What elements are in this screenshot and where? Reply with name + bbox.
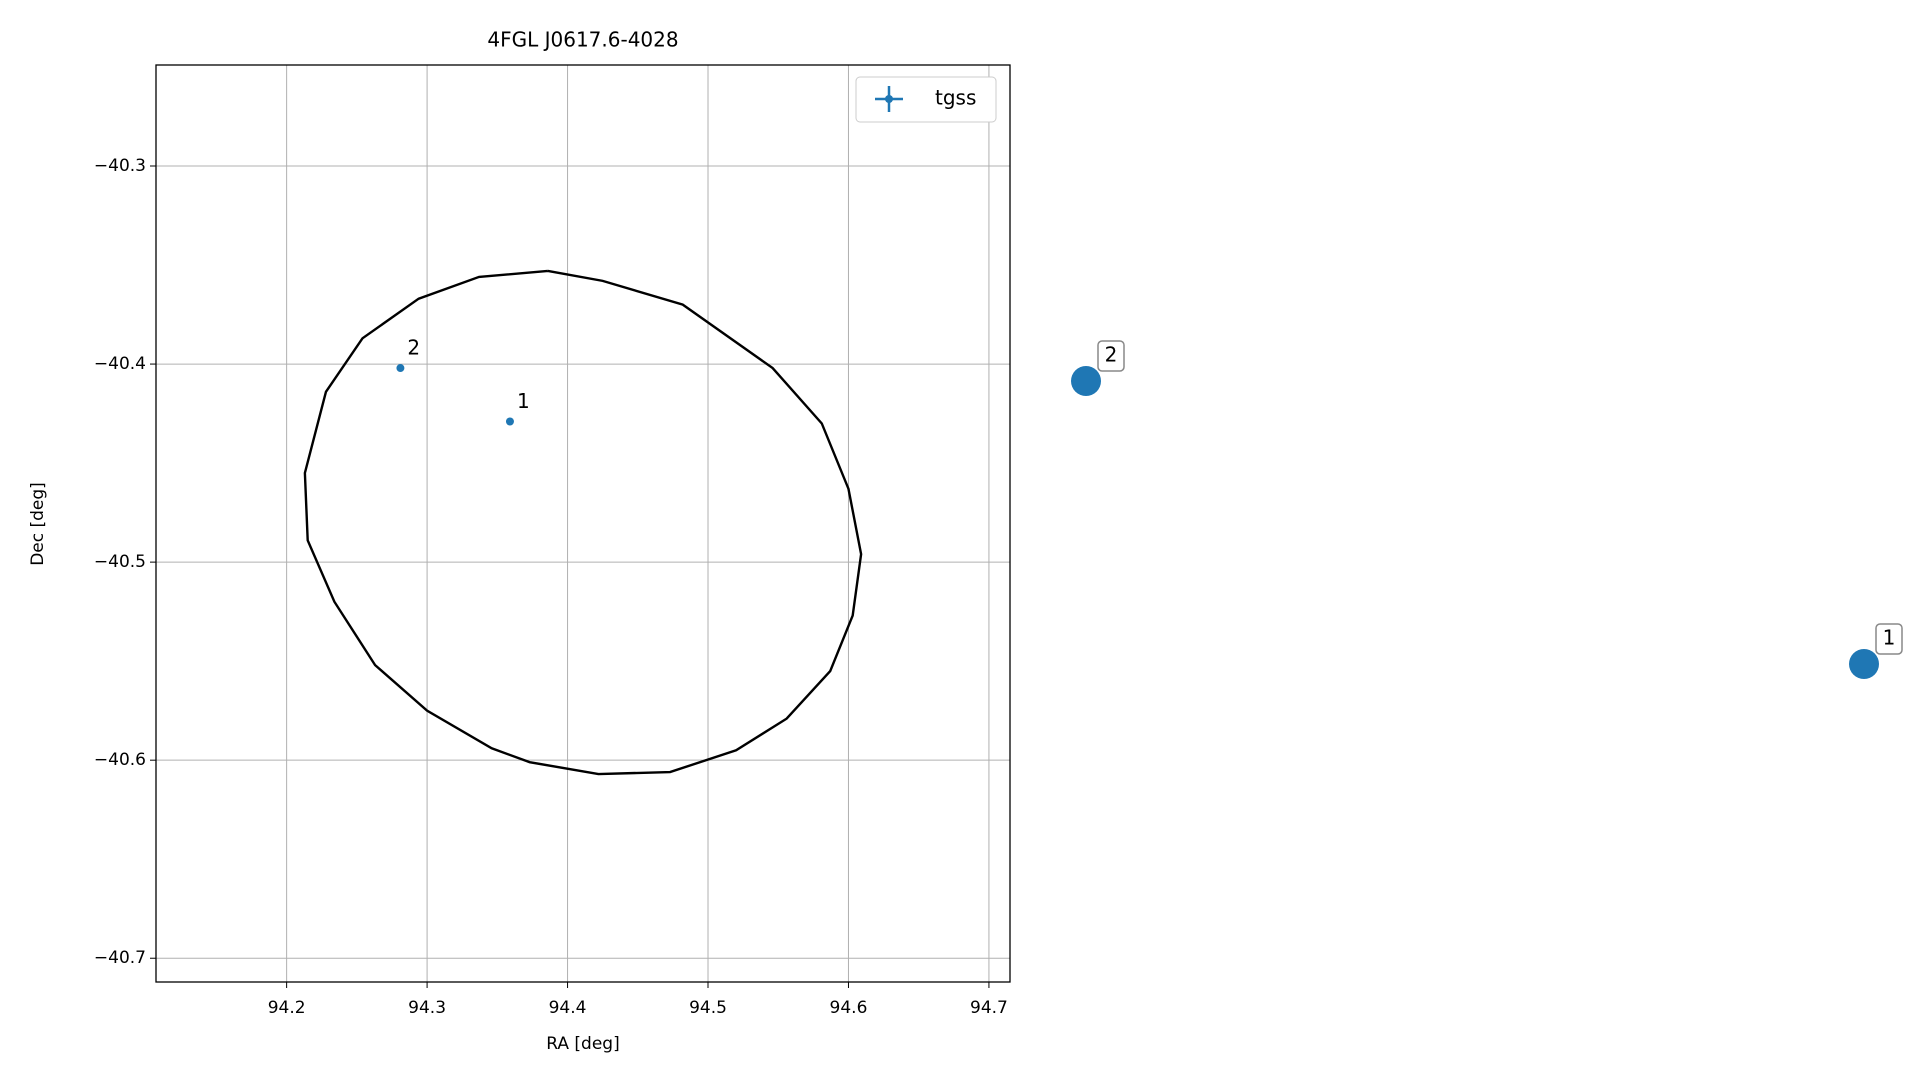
x-tick-label: 94.3 bbox=[408, 998, 446, 1018]
point-label: 1 bbox=[517, 389, 530, 413]
legend-marker bbox=[885, 95, 893, 103]
y-tick-label: −40.7 bbox=[94, 948, 146, 968]
point bbox=[505, 417, 514, 426]
y-tick-label: −40.5 bbox=[94, 552, 146, 572]
chart-title: 4FGL J0617.6-4028 bbox=[487, 28, 678, 52]
y-tick-label: −40.3 bbox=[94, 156, 146, 176]
x-tick-label: 94.7 bbox=[970, 998, 1008, 1018]
marker bbox=[1849, 649, 1879, 679]
point bbox=[396, 364, 405, 373]
y-tick-label: −40.6 bbox=[94, 750, 146, 770]
error-ellipse bbox=[303, 269, 863, 776]
legend-label: tgss bbox=[935, 86, 976, 110]
x-tick-label: 94.4 bbox=[549, 998, 587, 1018]
x-tick-label: 94.2 bbox=[268, 998, 306, 1018]
marker-label-box bbox=[1875, 623, 1903, 655]
marker-label: 1 bbox=[1883, 626, 1896, 650]
y-axis-label: Dec [deg] bbox=[28, 482, 48, 566]
marker bbox=[1071, 366, 1101, 396]
x-axis-label: RA [deg] bbox=[546, 1034, 619, 1054]
point-label: 2 bbox=[407, 336, 420, 360]
legend-box bbox=[855, 76, 997, 123]
x-tick-label: 94.6 bbox=[830, 998, 868, 1018]
x-tick-label: 94.5 bbox=[689, 998, 727, 1018]
y-tick-label: −40.4 bbox=[94, 354, 146, 374]
marker-label: 2 bbox=[1105, 343, 1118, 367]
marker-label-box bbox=[1097, 340, 1125, 372]
plot-frame bbox=[155, 64, 1011, 983]
